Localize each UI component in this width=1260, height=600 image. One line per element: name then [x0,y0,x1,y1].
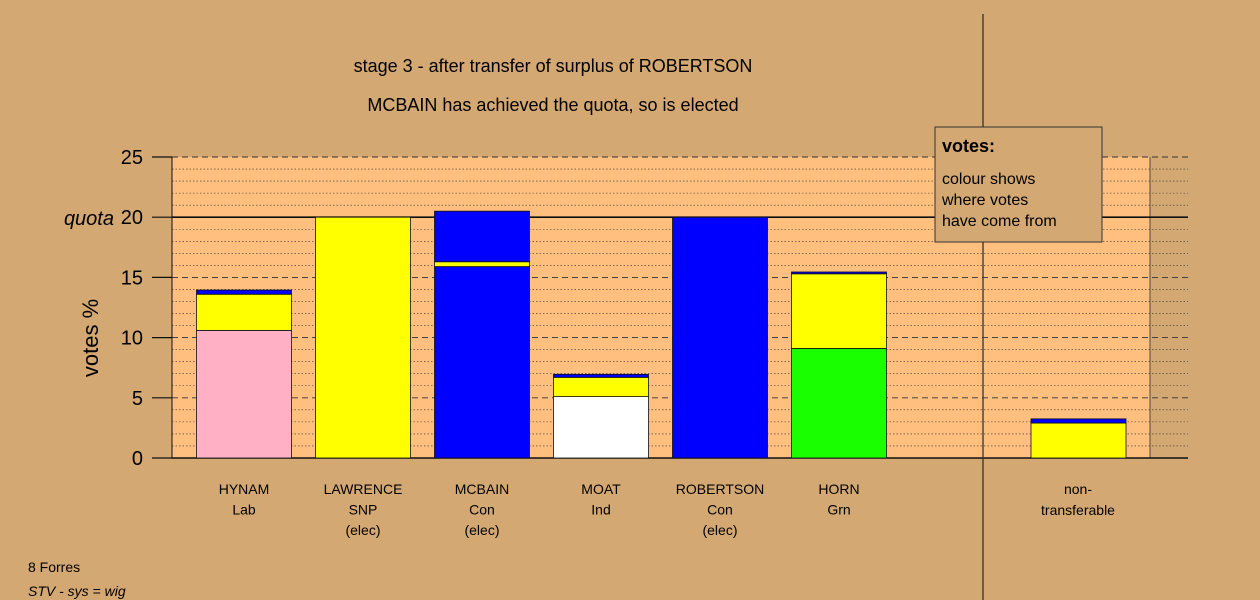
bar-robertson [672,216,768,459]
candidate-status: (elec) [464,522,499,538]
candidate-name: HORN [818,481,859,497]
y-tick-label: 15 [121,267,143,289]
legend-title: votes: [942,136,995,156]
y-tick-label: 5 [132,388,143,410]
quota-label: quota [64,208,114,230]
candidate-name: MOAT [581,481,621,497]
candidate-status: (elec) [345,522,380,538]
legend: votes: colour shows where votes have com… [934,126,1103,243]
bar-segment [196,329,292,459]
bar-segment [1030,418,1127,424]
bar-mcbain [434,210,530,459]
y-axis-label: votes % [78,299,103,377]
bar-lawrence [315,216,411,459]
x-labels: HYNAM Lab LAWRENCE SNP (elec) MCBAIN Con (elec)… [219,481,1115,538]
bar-segment [315,216,411,459]
bar-segment [553,396,649,459]
y-tick-label: 20 [121,207,143,229]
candidate-party: Con [707,502,733,518]
bar-segment [791,271,887,275]
legend-line-3: have come from [942,213,1057,230]
candidate-name: MCBAIN [455,481,509,497]
chart-subtitle: MCBAIN has achieved the quota, so is ele… [367,95,738,115]
bar-moat [553,373,649,459]
bar-segment [1030,422,1127,459]
bar-segment [791,273,887,349]
candidate-party: Lab [232,502,256,518]
bar-segment [672,216,768,459]
candidate-status: (elec) [702,522,737,538]
candidate-name: LAWRENCE [324,481,403,497]
candidate-party: Grn [827,502,850,518]
y-tick-label: 25 [121,147,143,169]
candidate-party: Con [469,502,495,518]
y-ticks: 0 5 10 15 20 25 [121,147,173,470]
y-tick-label: 10 [121,328,143,350]
bar-segment [196,293,292,331]
footer-system: STV - sys = wig [28,583,126,599]
bar-segment [791,348,887,459]
bar-horn [791,271,887,459]
candidate-name: HYNAM [219,481,270,497]
bar-segment [434,266,530,459]
bars [196,210,1127,459]
bar-segment [553,373,649,378]
bar-segment [553,376,649,397]
candidate-party: SNP [349,502,378,518]
bar-hynam [196,289,292,459]
bar-nontransferable [1030,418,1127,459]
nontransferable-label: non- [1064,481,1092,497]
y-tick-label: 0 [132,448,143,470]
candidate-name: ROBERTSON [676,481,764,497]
bar-segment [196,289,292,295]
footer-location: 8 Forres [28,559,80,575]
chart-title: stage 3 - after transfer of surplus of R… [354,56,753,76]
legend-line-2: where votes [941,192,1028,209]
candidate-party: Ind [591,502,610,518]
nontransferable-label: transferable [1041,502,1115,518]
legend-box [934,126,1103,243]
legend-line-1: colour shows [942,171,1035,188]
bar-segment [434,261,530,267]
bar-segment [434,210,530,263]
